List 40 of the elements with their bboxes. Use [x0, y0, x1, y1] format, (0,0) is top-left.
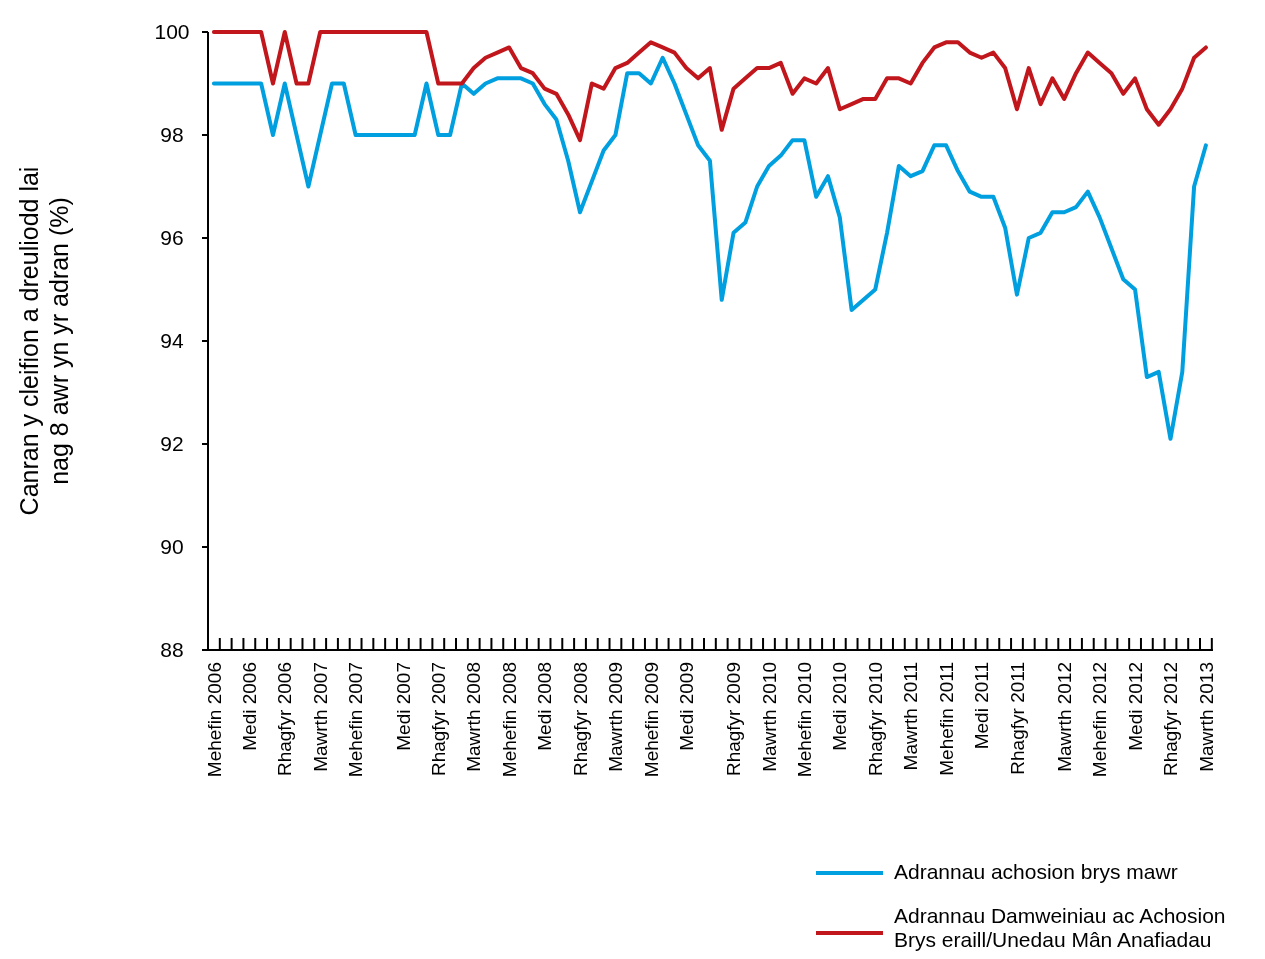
legend-label: Adrannau achosion brys mawr	[894, 859, 1178, 883]
x-tick-label: Mehefin 2010	[794, 662, 816, 778]
x-tick-label: Mehefin 2009	[640, 662, 662, 778]
x-tick-label: Rhagfyr 2008	[569, 662, 591, 777]
y-axis-title: Canran y cleifion a dreuliodd lai nag 8 awr yn yr adran (%)	[15, 166, 73, 516]
x-tick-label: Medi 2006	[238, 662, 260, 751]
line-series	[211, 55, 1208, 441]
x-tick-label: Mawrth 2011	[900, 662, 922, 771]
x-tick-label: Medi 2008	[534, 662, 556, 751]
x-tick-label: Mawrth 2012	[1053, 662, 1075, 772]
x-tick-label: Mawrth 2010	[758, 662, 780, 772]
x-tick-label: Rhagfyr 2007	[427, 662, 449, 777]
x-tick-label: Mawrth 2009	[605, 662, 627, 772]
x-tick-label: Rhagfyr 2009	[723, 662, 745, 777]
x-tick-label: Medi 2010	[829, 662, 851, 751]
y-tick-label: 100	[154, 20, 190, 44]
y-tick-label: 92	[160, 432, 184, 456]
x-tick-label: Mehefin 2008	[498, 662, 520, 778]
x-tick-label: Mehefin 2011	[935, 662, 957, 776]
legend-label: Adrannau Damweiniau ac Achosion Brys eraill/Unedau Mân Anafiadau	[894, 903, 1226, 951]
x-tick-label: Medi 2009	[675, 662, 697, 751]
x-tick-label: Rhagfyr 2012	[1160, 662, 1182, 777]
x-tick-label: Medi 2011	[971, 662, 993, 750]
x-tick-label: Mehefin 2006	[203, 662, 225, 778]
y-tick-label: 98	[160, 123, 184, 147]
x-tick-label: Rhagfyr 2011	[1006, 662, 1028, 775]
x-tick-label: Medi 2007	[392, 662, 414, 751]
x-tick-label: Rhagfyr 2010	[864, 662, 886, 777]
x-tick-label: Mawrth 2008	[463, 662, 485, 772]
x-tick-label: Mehefin 2007	[345, 662, 367, 778]
y-tick-label: 90	[160, 535, 184, 559]
x-tick-label: Rhagfyr 2006	[274, 662, 296, 777]
y-tick-label: 96	[160, 226, 184, 250]
x-tick-label: Mawrth 2013	[1195, 662, 1217, 772]
y-tick-label: 88	[160, 638, 184, 662]
line-series	[211, 30, 1208, 143]
y-tick-label: 94	[160, 329, 184, 353]
x-tick-label: Medi 2012	[1124, 662, 1146, 751]
x-tick-label: Mawrth 2007	[309, 662, 331, 772]
x-tick-label: Mehefin 2012	[1089, 662, 1111, 778]
